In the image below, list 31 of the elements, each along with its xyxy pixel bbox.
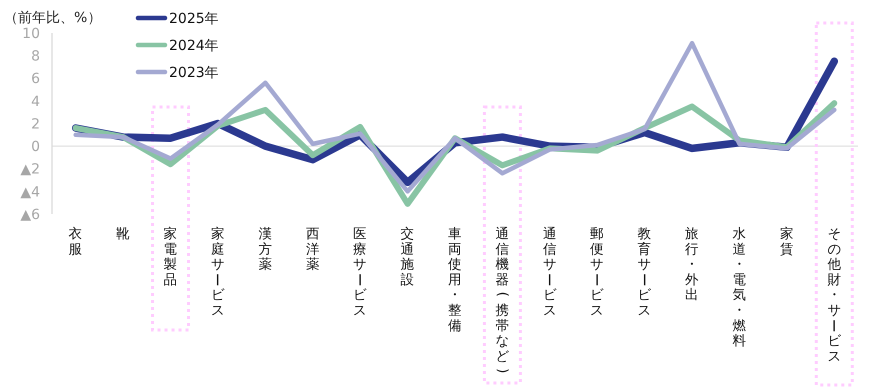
- legend-label: 2025年: [169, 10, 219, 27]
- x-tick-label: 交通施設: [400, 226, 415, 288]
- x-tick-label: 西洋薬: [306, 226, 320, 273]
- x-tick-label: 家庭サービス: [208, 226, 226, 318]
- y-tick-label: ▲2: [20, 162, 40, 178]
- x-tick-label: 郵便サービス: [588, 226, 606, 318]
- x-tick-label: 通信サービス: [540, 226, 558, 318]
- x-tick-label: 漢方薬: [258, 226, 272, 273]
- x-tick-label: 靴: [116, 226, 130, 242]
- x-tick-label: 旅行・外出: [685, 226, 700, 304]
- x-tick-label: 医療サービス: [350, 226, 368, 318]
- legend-label: 2023年: [169, 64, 219, 81]
- y-tick-label: ▲4: [20, 184, 40, 200]
- y-tick-label: ▲6: [20, 206, 40, 223]
- category-label: 通信機器(携帯など): [494, 226, 510, 374]
- x-tick-label: 家賃: [780, 226, 794, 258]
- y-tick-label: 2: [31, 116, 40, 132]
- x-tick-label: 家電製品: [164, 226, 178, 288]
- y-tick-label: 8: [31, 48, 40, 65]
- x-tick-label: 衣服: [68, 226, 83, 258]
- x-tick-label: 車両使用・整備: [448, 226, 462, 334]
- legend-label: 2024年: [169, 38, 219, 54]
- x-tick-label: 水道・電気・燃料: [732, 226, 746, 350]
- y-tick-label: 4: [31, 94, 40, 110]
- y-tick-label: 0: [31, 139, 40, 156]
- line-series: [73, 40, 837, 194]
- y-tick-label: 10: [22, 26, 40, 42]
- y-axis-title: （前年比、%）: [4, 10, 102, 26]
- category-label: その他財・サービス: [825, 226, 842, 364]
- y-tick-label: 6: [31, 71, 40, 88]
- x-tick-label: 教育サービス: [635, 226, 653, 318]
